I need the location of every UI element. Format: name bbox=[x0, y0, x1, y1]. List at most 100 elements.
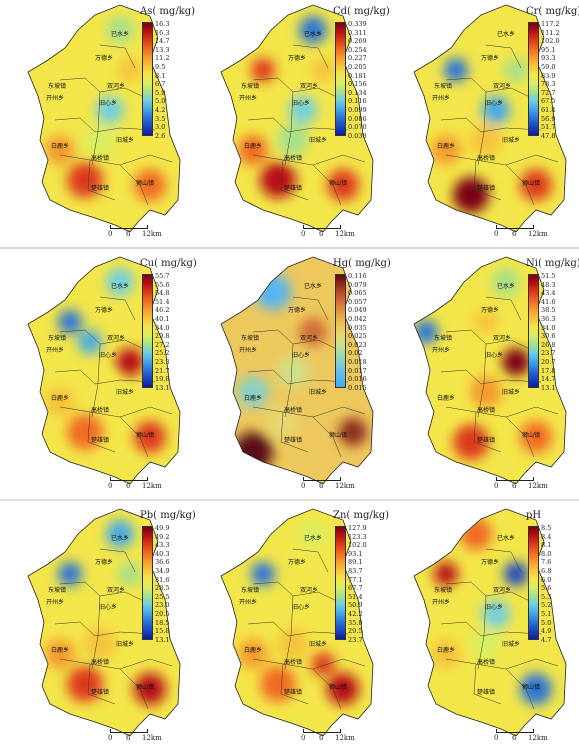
scale-label-0: 0 bbox=[108, 482, 113, 490]
place-label: 白鹿乡 bbox=[437, 646, 455, 654]
place-label: 开州乡 bbox=[239, 95, 257, 102]
place-label: 狮山镇 bbox=[136, 179, 154, 187]
place-label: 楚雄镇 bbox=[91, 436, 109, 444]
scale-label-12: 12km bbox=[528, 482, 548, 490]
legend-tick: 4.7 bbox=[541, 635, 552, 644]
township-boundary bbox=[284, 91, 294, 166]
scale-label-0: 0 bbox=[301, 482, 306, 490]
surface-blob bbox=[289, 96, 317, 124]
legend-tick: 26.8 bbox=[541, 340, 556, 349]
legend-ticks: 127.9 123.3 102.0 93.1 89.1 83.7 77.1 67.7 51.4 5… bbox=[348, 524, 367, 644]
legend-tick: 0.339 bbox=[348, 20, 367, 28]
place-label: 旧城乡 bbox=[309, 641, 327, 648]
surface-blob bbox=[289, 600, 317, 628]
legend-tick: 30.6 bbox=[541, 332, 556, 341]
place-label: 万德乡 bbox=[95, 558, 113, 566]
legend-tick: 46.2 bbox=[155, 306, 170, 315]
legend-tick: 9.5 bbox=[155, 62, 166, 71]
colorbar bbox=[528, 274, 539, 388]
place-label: 白鹿乡 bbox=[51, 142, 69, 150]
place-label: 开州乡 bbox=[239, 347, 257, 354]
place-label: 白鹿乡 bbox=[437, 142, 455, 150]
township-boundary bbox=[284, 343, 294, 418]
legend-tick: 0.205 bbox=[348, 62, 367, 71]
legend-ticks: 16.3 16.3 14.7 13.3 11.2 9.5 8.1 6.7 5.9 5.0 4.2 3.… bbox=[155, 20, 169, 140]
legend-tick: 14.7 bbox=[155, 37, 170, 46]
legend-tick: 6.0 bbox=[541, 575, 552, 584]
legend-tick: 83.7 bbox=[348, 566, 363, 575]
legend-tick: 0.079 bbox=[348, 280, 367, 289]
scale-label-0: 0 bbox=[301, 734, 306, 742]
surface-blob bbox=[277, 124, 309, 156]
surface-blob bbox=[277, 356, 309, 388]
scale-label-12: 12km bbox=[335, 734, 355, 742]
legend-tick: 93.1 bbox=[348, 549, 363, 558]
place-label: 东坡镇 bbox=[241, 586, 259, 594]
legend-tick: 48.3 bbox=[541, 280, 556, 289]
place-label: 已水乡 bbox=[304, 30, 322, 38]
surface-blob bbox=[504, 562, 528, 586]
legend-tick: 13.1 bbox=[155, 383, 170, 392]
scale-label-12: 12km bbox=[335, 482, 355, 490]
legend-tick: 43.4 bbox=[541, 289, 556, 298]
surface-blob bbox=[299, 318, 327, 346]
place-label: 旧城乡 bbox=[116, 641, 134, 648]
row-separator bbox=[0, 499, 579, 501]
legend-tick: 23.7 bbox=[541, 349, 556, 358]
legend-tick: 0.156 bbox=[348, 80, 367, 89]
legend-tick: 19.8 bbox=[155, 375, 170, 384]
map-boundary bbox=[27, 508, 181, 737]
township-boundary bbox=[87, 663, 116, 705]
scale-label-0: 0 bbox=[494, 734, 499, 742]
place-label: 旧城乡 bbox=[116, 389, 134, 396]
legend-tick: 2.6 bbox=[155, 131, 166, 140]
township-boundary bbox=[54, 369, 156, 385]
surface-blob bbox=[106, 520, 134, 548]
scale-label-6: 6 bbox=[512, 230, 517, 238]
colorbar bbox=[528, 526, 539, 640]
place-label: 东坡镇 bbox=[241, 82, 259, 90]
surface-blob bbox=[134, 673, 166, 705]
legend-title: As( mg/kg) bbox=[140, 6, 196, 17]
place-label: 旧心乡 bbox=[485, 100, 503, 107]
legend-tick: 47.8 bbox=[541, 131, 556, 140]
map-boundary bbox=[413, 4, 567, 233]
legend-tick: 8.1 bbox=[541, 541, 552, 550]
surface-blob bbox=[118, 58, 142, 82]
scale-label-6: 6 bbox=[512, 734, 517, 742]
map-boundary bbox=[220, 256, 374, 485]
township-boundary bbox=[473, 411, 502, 453]
scale-bar-line bbox=[496, 477, 534, 481]
legend-tick: 56.9 bbox=[541, 114, 556, 123]
place-label: 狮山镇 bbox=[522, 683, 540, 691]
scale-label-6: 6 bbox=[319, 482, 324, 490]
surface-blob bbox=[474, 310, 498, 334]
map-panel: 已水乡 万德乡 东坡镇 双河乡 开州乡 旧心乡 白鹿乡 旧城乡 高桥镇 楚雄镇 狮山镇 Cu( mg/… bbox=[0, 252, 197, 497]
legend-tick: 4.2 bbox=[155, 105, 166, 114]
place-label: 双河乡 bbox=[107, 586, 125, 594]
legend-tick: 102.0 bbox=[541, 37, 560, 46]
place-label: 旧心乡 bbox=[99, 352, 117, 359]
surface-blob bbox=[255, 274, 291, 310]
legend-title: Ni( mg/kg) bbox=[526, 258, 579, 269]
map-panel: 已水乡 万德乡 东坡镇 双河乡 开州乡 旧心乡 白鹿乡 旧城乡 高桥镇 楚雄镇 狮山镇 As( mg/… bbox=[0, 0, 196, 245]
surface-blob bbox=[45, 387, 75, 417]
place-label: 已水乡 bbox=[111, 30, 129, 38]
legend-tick: 0.086 bbox=[348, 114, 367, 123]
township-boundary bbox=[505, 668, 535, 710]
legend-tick: 25.2 bbox=[155, 349, 170, 358]
township-boundary bbox=[119, 164, 149, 206]
place-label: 已水乡 bbox=[497, 30, 515, 38]
legend-tick: 0.049 bbox=[348, 306, 367, 315]
place-label: 万德乡 bbox=[481, 306, 499, 314]
legend-tick: 36.6 bbox=[155, 558, 170, 567]
place-label: 旧心乡 bbox=[485, 604, 503, 611]
legend-tick: 25.5 bbox=[155, 592, 170, 601]
place-label: 东坡镇 bbox=[434, 82, 452, 90]
legend-tick: 0.035 bbox=[348, 323, 367, 332]
place-label: 狮山镇 bbox=[329, 179, 347, 187]
legend-tick: 77.1 bbox=[348, 575, 363, 584]
legend-tick: 13.1 bbox=[155, 635, 170, 644]
